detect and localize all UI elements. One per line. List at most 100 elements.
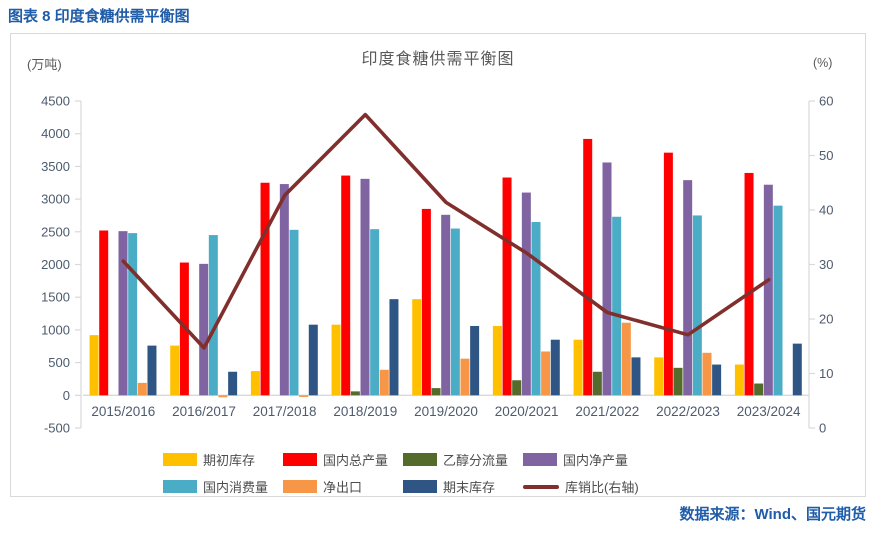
bar-国内总产量-2022/2023 bbox=[663, 152, 673, 396]
x-axis-category-label: 2016/2017 bbox=[172, 404, 236, 419]
legend-label: 期末库存 bbox=[443, 480, 496, 495]
bar-国内总产量-2021/2022 bbox=[583, 138, 593, 396]
bar-国内净产量-2016/2017 bbox=[199, 263, 209, 396]
bar-国内净产量-2020/2021 bbox=[521, 192, 531, 396]
legend-swatch-box bbox=[523, 453, 557, 466]
bar-国内消费量-2022/2023 bbox=[692, 215, 702, 396]
x-axis-category-label: 2015/2016 bbox=[91, 404, 155, 419]
bar-期初库存-2015/2016 bbox=[89, 335, 99, 396]
bar-净出口-2015/2016 bbox=[137, 382, 147, 396]
x-axis-category-label: 2022/2023 bbox=[656, 404, 720, 419]
left-axis-tick-label: 2000 bbox=[41, 257, 70, 272]
right-axis-tick-label: 40 bbox=[819, 203, 833, 218]
right-axis-tick-label: 50 bbox=[819, 148, 833, 163]
bar-期初库存-2019/2020 bbox=[412, 299, 422, 396]
legend-swatch-box bbox=[163, 480, 197, 493]
chart-container: 印度食糖供需平衡图 (万吨) (%) 4500 4000 3500 3000 2500 2… bbox=[10, 33, 866, 497]
bar-净出口-2022/2023 bbox=[702, 352, 712, 396]
bar-乙醇分流量-2018/2019 bbox=[350, 391, 360, 396]
bar-期末库存-2023/2024 bbox=[792, 343, 802, 396]
legend-label: 净出口 bbox=[323, 480, 363, 495]
right-axis-tick-label: 20 bbox=[819, 312, 833, 327]
bar-期末库存-2021/2022 bbox=[631, 357, 641, 396]
bar-国内总产量-2018/2019 bbox=[341, 175, 351, 396]
bar-期初库存-2017/2018 bbox=[250, 371, 260, 396]
legend-swatch-box bbox=[403, 453, 437, 466]
bar-国内净产量-2017/2018 bbox=[279, 184, 289, 396]
x-axis-category-label: 2018/2019 bbox=[333, 404, 397, 419]
bar-国内净产量-2015/2016 bbox=[118, 231, 128, 396]
x-axis-category-label: 2017/2018 bbox=[253, 404, 317, 419]
bar-国内总产量-2017/2018 bbox=[260, 182, 270, 396]
legend-swatch-box bbox=[403, 480, 437, 493]
bar-国内消费量-2018/2019 bbox=[370, 229, 380, 396]
x-axis-category-label: 2023/2024 bbox=[737, 404, 801, 419]
bar-净出口-2020/2021 bbox=[541, 351, 551, 396]
bar-期末库存-2016/2017 bbox=[228, 371, 238, 396]
bar-乙醇分流量-2019/2020 bbox=[431, 388, 441, 396]
legend-item-国内净产量: 国内净产量 bbox=[523, 450, 643, 469]
legend-swatch-box bbox=[283, 453, 317, 466]
bar-国内消费量-2015/2016 bbox=[128, 233, 138, 396]
left-axis-tick-label: 0 bbox=[63, 388, 70, 403]
legend-swatch-box bbox=[163, 453, 197, 466]
bar-国内净产量-2022/2023 bbox=[683, 180, 693, 396]
right-axis-tick-label: 60 bbox=[819, 94, 833, 109]
bar-期初库存-2020/2021 bbox=[492, 325, 502, 396]
bar-国内消费量-2020/2021 bbox=[531, 221, 541, 396]
right-axis-tick-label: 10 bbox=[819, 366, 833, 381]
right-axis-tick-label: 30 bbox=[819, 257, 833, 272]
x-axis-category-label: 2020/2021 bbox=[495, 404, 559, 419]
bar-净出口-2019/2020 bbox=[460, 358, 470, 396]
left-axis-tick-label: 1000 bbox=[41, 322, 70, 337]
bar-期末库存-2020/2021 bbox=[550, 339, 560, 396]
bar-期初库存-2023/2024 bbox=[734, 364, 744, 396]
bar-期末库存-2019/2020 bbox=[470, 325, 480, 396]
x-axis-category-label: 2021/2022 bbox=[575, 404, 639, 419]
bar-净出口-2017/2018 bbox=[299, 395, 309, 397]
bar-国内总产量-2023/2024 bbox=[744, 172, 754, 396]
legend-label: 国内总产量 bbox=[323, 453, 389, 468]
bar-国内净产量-2019/2020 bbox=[441, 214, 451, 396]
legend-label: 乙醇分流量 bbox=[443, 453, 509, 468]
bar-国内消费量-2017/2018 bbox=[289, 229, 299, 396]
bar-期初库存-2018/2019 bbox=[331, 324, 341, 396]
figure-caption: 图表 8 印度食糖供需平衡图 bbox=[8, 8, 190, 25]
legend: 期初库存 国内总产量 乙醇分流量 国内净产量国内消费量 净出口 期末库存 库销比(右轴) bbox=[163, 450, 643, 496]
bar-国内消费量-2023/2024 bbox=[773, 205, 783, 396]
bar-期初库存-2021/2022 bbox=[573, 339, 583, 396]
legend-item-净出口: 净出口 bbox=[283, 477, 403, 496]
bar-净出口-2016/2017 bbox=[218, 395, 228, 398]
bar-期末库存-2022/2023 bbox=[712, 364, 722, 396]
legend-item-库销比(右轴): 库销比(右轴) bbox=[523, 477, 643, 496]
bar-期初库存-2016/2017 bbox=[170, 345, 180, 396]
left-axis-tick-label: 3500 bbox=[41, 159, 70, 174]
left-axis-unit: (万吨) bbox=[27, 57, 62, 72]
data-source: 数据来源：Wind、国元期货 bbox=[679, 506, 866, 523]
plot-area: 450040003500300025002000150010005000-500… bbox=[41, 94, 833, 436]
bar-国内总产量-2020/2021 bbox=[502, 177, 512, 396]
legend-swatch-line bbox=[523, 484, 559, 489]
bar-国内净产量-2023/2024 bbox=[763, 184, 773, 396]
bar-期末库存-2015/2016 bbox=[147, 345, 157, 396]
legend-label: 库销比(右轴) bbox=[565, 480, 639, 495]
bar-国内消费量-2016/2017 bbox=[208, 235, 218, 396]
bar-国内总产量-2015/2016 bbox=[99, 230, 109, 396]
legend-item-期初库存: 期初库存 bbox=[163, 450, 283, 469]
left-axis-tick-label: -500 bbox=[44, 421, 70, 436]
bar-国内净产量-2021/2022 bbox=[602, 162, 612, 396]
bar-乙醇分流量-2023/2024 bbox=[754, 383, 764, 396]
bar-国内净产量-2018/2019 bbox=[360, 178, 370, 396]
bar-期末库存-2018/2019 bbox=[389, 299, 399, 396]
legend-item-国内总产量: 国内总产量 bbox=[283, 450, 403, 469]
legend-label: 国内消费量 bbox=[203, 480, 269, 495]
bar-期初库存-2022/2023 bbox=[654, 357, 664, 396]
bar-乙醇分流量-2020/2021 bbox=[512, 380, 522, 396]
x-axis-category-label: 2019/2020 bbox=[414, 404, 478, 419]
bar-国内消费量-2021/2022 bbox=[612, 216, 622, 396]
legend-label: 期初库存 bbox=[203, 453, 256, 468]
right-axis-unit: (%) bbox=[813, 56, 833, 70]
left-axis-tick-label: 3000 bbox=[41, 192, 70, 207]
bar-净出口-2018/2019 bbox=[379, 369, 389, 396]
legend-item-国内消费量: 国内消费量 bbox=[163, 477, 283, 496]
